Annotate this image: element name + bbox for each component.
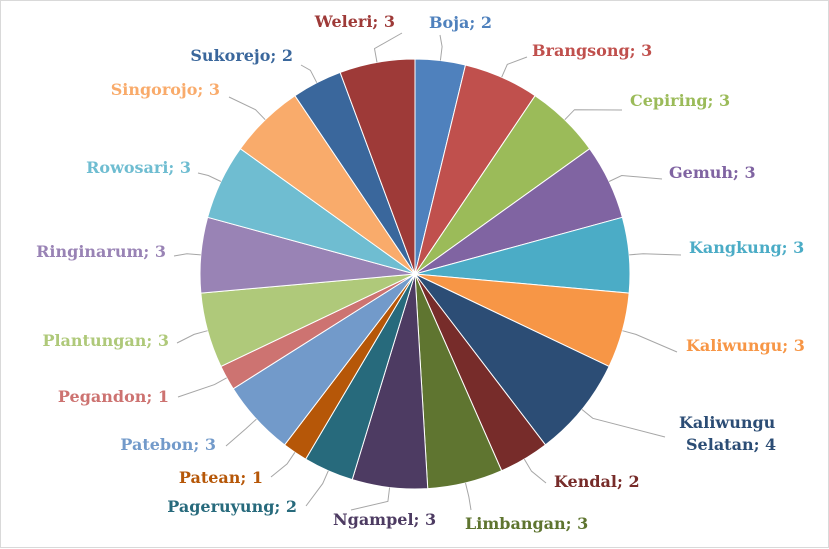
data-label-sukorejo: Sukorejo; 2 [190,46,293,65]
leader-line [629,253,682,256]
leader-line [608,174,663,182]
data-label-cepiring: Cepiring; 3 [630,91,730,110]
leader-line [350,487,391,511]
data-label-singorojo: Singorojo; 3 [111,80,220,99]
leader-line [439,34,443,61]
data-label-patebon: Patebon; 3 [120,435,216,454]
data-label-ngampel: Ngampel; 3 [333,510,436,529]
leader-line [300,64,318,83]
leader-line [225,418,257,447]
leader-line [581,409,666,438]
leader-line [176,330,208,344]
pie-slice-kaliwungu-selatan [414,273,610,446]
data-label-pageruyung: Pageruyung; 2 [167,497,297,516]
data-label-kaliwungu: Kaliwungu; 3 [686,336,805,355]
data-label-kaliwungu-selatan: Kaliwungu Selatan; 4 [679,413,776,454]
data-label-boja: Boja; 2 [429,13,492,32]
data-label-rowosari: Rowosari; 3 [86,158,191,177]
data-label-ringinarum: Ringinarum; 3 [36,242,166,261]
leader-line [373,32,403,63]
leader-line [523,458,547,484]
data-label-gemuh: Gemuh; 3 [669,163,756,182]
data-label-pegandon: Pegandon; 1 [58,387,169,406]
leader-line [465,482,472,511]
leader-line [305,470,329,507]
leader-line [622,330,678,353]
pie-slice-weleri [339,58,416,275]
leader-line [228,96,266,121]
data-label-weleri: Weleri; 3 [314,12,395,31]
data-label-plantungan: Plantungan; 3 [42,331,169,350]
data-label-limbangan: Limbangan; 3 [465,514,588,533]
leader-line [173,253,201,257]
leader-line [197,172,222,182]
data-label-kangkung: Kangkung; 3 [689,238,804,257]
leader-line [177,377,227,398]
data-label-kendal: Kendal; 2 [554,472,640,491]
leader-line [501,56,528,78]
leader-line [270,452,296,478]
data-label-brangsong: Brangsong; 3 [532,41,652,60]
data-label-patean: Patean; 1 [179,468,263,487]
leader-line [564,109,623,121]
